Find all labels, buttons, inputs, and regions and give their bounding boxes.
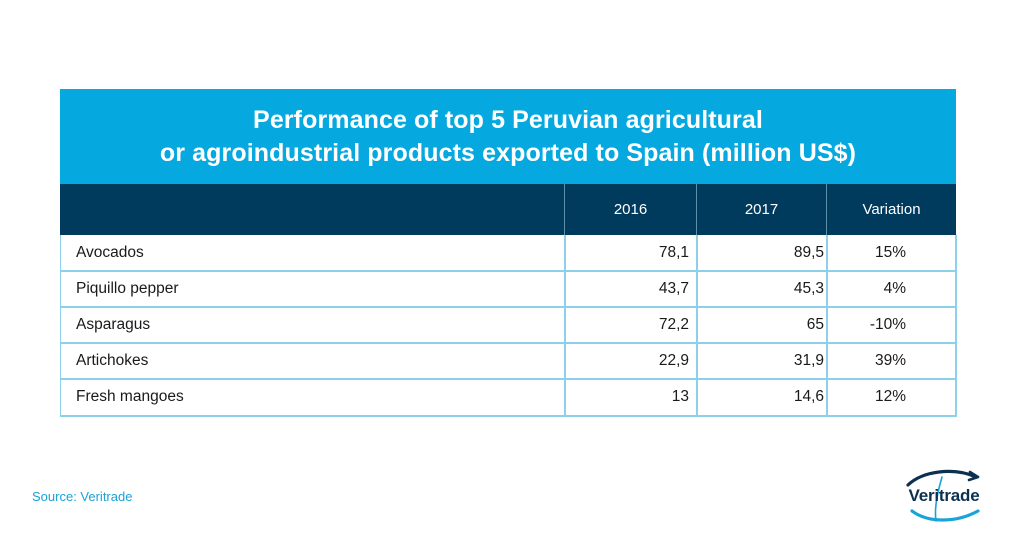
table-row: Asparagus 72,2 65 -10%: [61, 307, 955, 342]
logo-text: Veritrade: [908, 486, 980, 505]
table-title: Performance of top 5 Peruvian agricultur…: [60, 89, 956, 184]
row-line: [61, 270, 955, 272]
header-separator: [826, 184, 827, 235]
header-separator: [564, 184, 565, 235]
value-variation: 15%: [874, 244, 906, 261]
value-2016: 78,1: [658, 244, 689, 261]
value-2016: 72,2: [658, 316, 689, 333]
logo-swoosh-icon: [906, 469, 980, 522]
column-line: [564, 235, 566, 415]
row-line: [61, 378, 955, 380]
value-variation: -10%: [869, 316, 906, 333]
table-row: Fresh mangoes 13 14,6 12%: [61, 379, 955, 414]
value-2017: 45,3: [793, 280, 824, 297]
header-2017: 2017: [744, 201, 779, 218]
table-row: Avocados 78,1 89,5 15%: [61, 235, 955, 270]
row-line: [61, 306, 955, 308]
value-variation: 12%: [874, 388, 906, 405]
product-name: Avocados: [76, 244, 144, 261]
data-table: Performance of top 5 Peruvian agricultur…: [60, 89, 957, 417]
title-line-2: or agroindustrial products exported to S…: [159, 138, 857, 167]
row-line: [61, 342, 955, 344]
value-variation: 39%: [874, 352, 906, 369]
header-2016: 2016: [613, 201, 648, 218]
product-name: Piquillo pepper: [76, 280, 179, 297]
value-2017: 14,6: [793, 388, 824, 405]
product-name: Fresh mangoes: [76, 388, 184, 405]
source-note: Source: Veritrade: [32, 489, 133, 504]
value-2016: 22,9: [658, 352, 689, 369]
table-row: Artichokes 22,9 31,9 39%: [61, 343, 955, 378]
header-variation: Variation: [862, 201, 921, 218]
column-line: [826, 235, 828, 415]
column-line: [696, 235, 698, 415]
value-2017: 65: [806, 316, 824, 333]
value-2016: 43,7: [658, 280, 689, 297]
header-separator: [696, 184, 697, 235]
product-name: Asparagus: [76, 316, 151, 333]
table-row: Piquillo pepper 43,7 45,3 4%: [61, 271, 955, 306]
value-2017: 89,5: [793, 244, 824, 261]
veritrade-logo: Veritrade: [898, 467, 990, 525]
value-2016: 13: [671, 388, 689, 405]
value-variation: 4%: [883, 280, 906, 297]
product-name: Artichokes: [76, 352, 149, 369]
value-2017: 31,9: [793, 352, 824, 369]
table-body: Avocados 78,1 89,5 15% Piquillo pepper 4…: [60, 235, 957, 417]
title-line-1: Performance of top 5 Peruvian agricultur…: [253, 105, 763, 134]
header-row: 2016 2017 Variation: [60, 184, 956, 235]
